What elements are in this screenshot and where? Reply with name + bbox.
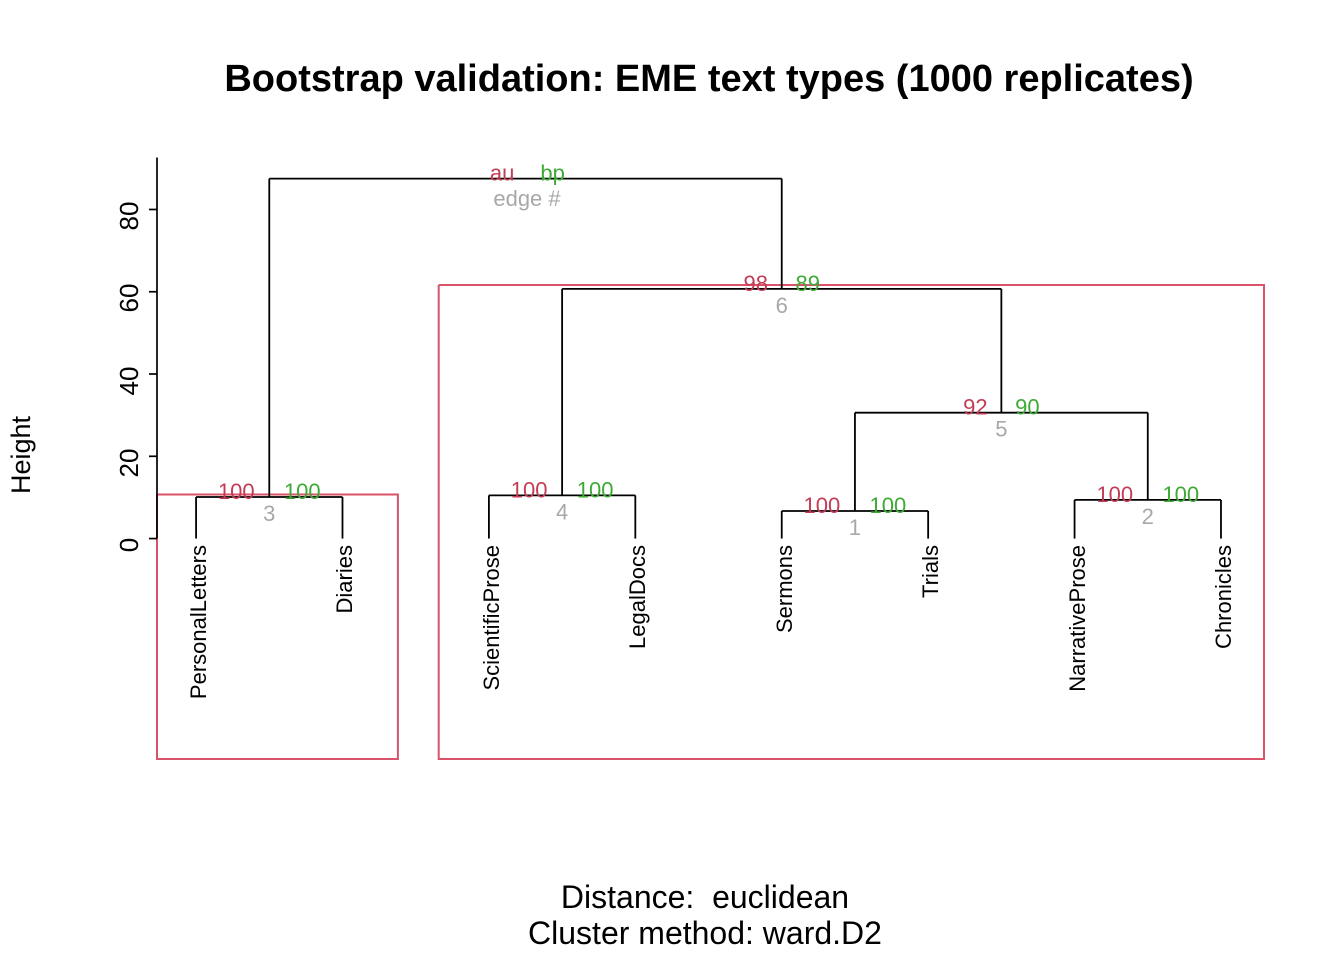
svg-text:Height: Height xyxy=(6,415,36,494)
svg-text:100: 100 xyxy=(577,477,614,502)
svg-text:3: 3 xyxy=(263,501,275,526)
svg-text:Distance: euclidean: Distance: euclidean xyxy=(561,879,849,915)
svg-text:100: 100 xyxy=(870,493,907,518)
svg-text:98: 98 xyxy=(743,271,767,296)
svg-text:ScientificProse: ScientificProse xyxy=(479,545,504,691)
svg-text:92: 92 xyxy=(963,395,987,420)
svg-text:20: 20 xyxy=(114,449,144,478)
svg-text:80: 80 xyxy=(114,202,144,231)
svg-text:LegalDocs: LegalDocs xyxy=(625,545,650,649)
svg-text:100: 100 xyxy=(511,477,548,502)
svg-text:89: 89 xyxy=(795,271,819,296)
svg-text:100: 100 xyxy=(1162,482,1199,507)
svg-text:Bootstrap validation: EME text: Bootstrap validation: EME text types (10… xyxy=(224,58,1193,100)
svg-text:Sermons: Sermons xyxy=(772,545,797,633)
svg-text:0: 0 xyxy=(114,538,144,552)
svg-text:Cluster method: ward.D2: Cluster method: ward.D2 xyxy=(528,915,882,951)
svg-text:6: 6 xyxy=(776,293,788,318)
svg-text:Trials: Trials xyxy=(918,545,943,598)
svg-text:2: 2 xyxy=(1142,504,1154,529)
svg-text:edge #: edge # xyxy=(493,186,561,211)
svg-text:NarrativeProse: NarrativeProse xyxy=(1065,545,1090,692)
svg-text:90: 90 xyxy=(1015,395,1039,420)
svg-text:au: au xyxy=(490,161,514,186)
svg-text:1: 1 xyxy=(849,515,861,540)
svg-text:60: 60 xyxy=(114,284,144,313)
svg-text:100: 100 xyxy=(284,479,321,504)
svg-text:100: 100 xyxy=(1096,482,1133,507)
svg-text:5: 5 xyxy=(995,417,1007,442)
svg-text:Diaries: Diaries xyxy=(332,545,357,613)
svg-text:100: 100 xyxy=(218,479,255,504)
svg-text:4: 4 xyxy=(556,499,568,524)
svg-text:PersonalLetters: PersonalLetters xyxy=(186,545,211,699)
svg-text:100: 100 xyxy=(804,493,841,518)
svg-text:bp: bp xyxy=(540,161,564,186)
svg-text:40: 40 xyxy=(114,367,144,396)
svg-text:Chronicles: Chronicles xyxy=(1211,545,1236,649)
